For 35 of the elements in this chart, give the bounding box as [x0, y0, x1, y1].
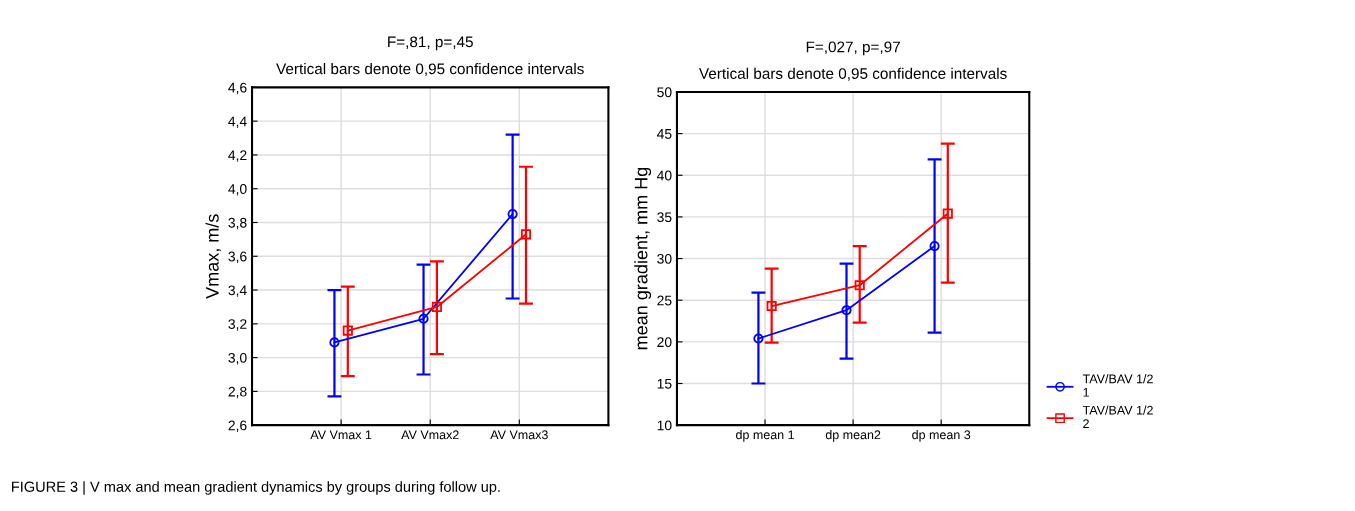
legend-label: TAV/BAV 1/2 2 [1082, 405, 1153, 428]
x-tick-label: dp mean2 [825, 430, 881, 442]
y-tick-label: 2,8 [228, 386, 247, 399]
x-tick-label: AV Vmax2 [401, 430, 459, 440]
chart-title: F=,81, p=,45 [388, 36, 473, 51]
y-tick-label: 3,6 [228, 251, 247, 264]
y-tick-label: 4,4 [228, 116, 247, 128]
y-tick-label: 3,8 [228, 217, 247, 230]
x-tick-label: AV Vmax3 [490, 430, 548, 440]
y-tick-label: 15 [657, 378, 672, 389]
chart-title: F=,027, p=,97 [806, 41, 900, 56]
x-tick-label: dp mean 1 [736, 430, 794, 442]
y-tick-label: 4,2 [228, 150, 247, 162]
chart-subtitle: Vertical bars denote 0,95 confidence intervals [699, 67, 1007, 81]
y-tick-label: 40 [656, 170, 672, 181]
x-tick-label: dp mean 3 [912, 430, 971, 442]
y-tick-label: 10 [657, 420, 672, 431]
y-tick-label: 35 [657, 212, 672, 223]
y-axis-title: Vmax, m/s [205, 214, 221, 299]
legend-label: TAV/BAV 1/2 1 [1082, 374, 1153, 397]
x-tick-label: AV Vmax 1 [310, 430, 372, 440]
y-tick-label: 3,4 [228, 285, 247, 297]
chart-subtitle: Vertical bars denote 0,95 confidence intervals [276, 63, 584, 77]
y-tick-label: 3,2 [228, 319, 247, 331]
y-tick-label: 50 [657, 87, 672, 98]
y-tick-label: 30 [657, 253, 672, 264]
y-tick-label: 45 [656, 129, 672, 139]
y-tick-label: 2,6 [228, 420, 247, 432]
y-tick-label: 4,6 [228, 82, 247, 95]
caption: FIGURE 3 | V max and mean gradient dynamics by groups during follow up. [12, 481, 500, 495]
y-tick-label: 4,0 [228, 184, 247, 196]
y-tick-label: 25 [657, 295, 672, 306]
y-tick-label: 3,0 [228, 352, 247, 365]
y-tick-label: 20 [657, 337, 672, 348]
y-axis-title: mean gradient, mm Hg [634, 167, 652, 350]
